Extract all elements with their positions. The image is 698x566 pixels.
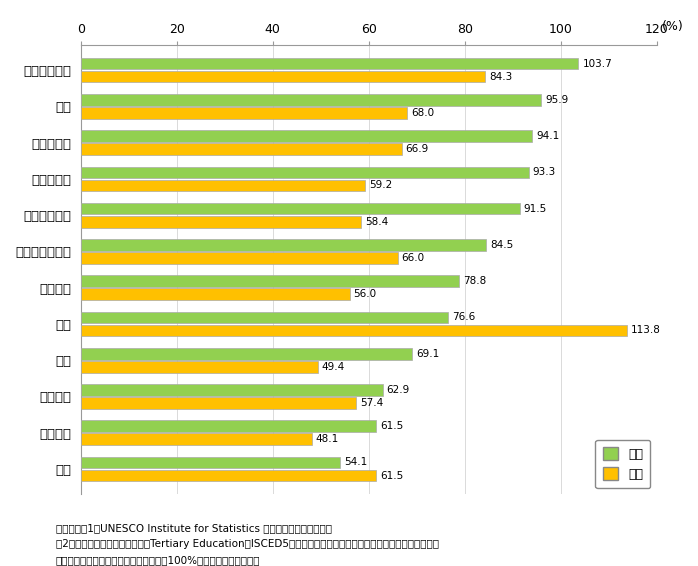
Bar (81, 107, 407, 119)
Text: 54.1: 54.1 (344, 457, 368, 468)
Text: 61.5: 61.5 (380, 470, 403, 481)
Bar (81, 348, 413, 359)
Text: （備考）　1．UNESCO Institute for Statistics ウェブサイトより作成。: （備考） 1．UNESCO Institute for Statistics ウ… (56, 524, 332, 534)
Text: 49.4: 49.4 (322, 362, 345, 372)
Bar (81, 325, 627, 336)
Text: 69.1: 69.1 (416, 349, 440, 359)
Text: 48.1: 48.1 (315, 434, 339, 444)
Bar (81, 457, 341, 468)
Bar (81, 203, 520, 215)
Text: 68.0: 68.0 (411, 108, 434, 118)
Legend: 女性, 男性: 女性, 男性 (595, 440, 651, 488)
Bar (81, 434, 311, 445)
Text: 59.2: 59.2 (369, 181, 392, 190)
Text: 84.5: 84.5 (490, 240, 514, 250)
Text: 84.3: 84.3 (489, 72, 512, 82)
Bar (81, 252, 398, 264)
Bar (81, 130, 533, 142)
Text: 94.1: 94.1 (536, 131, 560, 141)
Text: 2．在学率は「高等教育機関（Tertiary Education，ISCED5及び６）の在学者数（全年齢）／中等教育に続く５歳: 2．在学率は「高等教育機関（Tertiary Education，ISCED5及… (56, 539, 439, 549)
Bar (81, 94, 541, 106)
Bar (81, 421, 376, 432)
Text: 62.9: 62.9 (387, 385, 410, 395)
Text: 91.5: 91.5 (524, 204, 547, 213)
Bar (81, 239, 487, 251)
Text: 57.4: 57.4 (360, 398, 383, 408)
Text: 93.3: 93.3 (533, 168, 556, 177)
Bar (81, 361, 318, 372)
Text: 76.6: 76.6 (452, 312, 475, 323)
Text: 78.8: 78.8 (463, 276, 486, 286)
Text: 113.8: 113.8 (631, 325, 661, 336)
Bar (81, 276, 459, 287)
Bar (81, 58, 579, 70)
Text: 上までの人口」で計算しているため，100%を超える場合がある。: 上までの人口」で計算しているため，100%を超える場合がある。 (56, 555, 260, 565)
Bar (81, 397, 356, 409)
Text: (%): (%) (662, 20, 683, 33)
Bar (81, 166, 528, 178)
Bar (81, 470, 376, 481)
Bar (81, 71, 485, 83)
Text: 58.4: 58.4 (365, 217, 388, 227)
Text: 61.5: 61.5 (380, 421, 403, 431)
Text: 56.0: 56.0 (353, 289, 376, 299)
Text: 103.7: 103.7 (582, 59, 612, 68)
Bar (81, 312, 448, 323)
Bar (81, 289, 350, 300)
Bar (81, 179, 365, 191)
Text: 66.0: 66.0 (401, 253, 424, 263)
Bar (81, 384, 383, 396)
Text: 95.9: 95.9 (545, 95, 568, 105)
Bar (81, 216, 361, 228)
Bar (81, 143, 402, 155)
Text: 66.9: 66.9 (406, 144, 429, 154)
